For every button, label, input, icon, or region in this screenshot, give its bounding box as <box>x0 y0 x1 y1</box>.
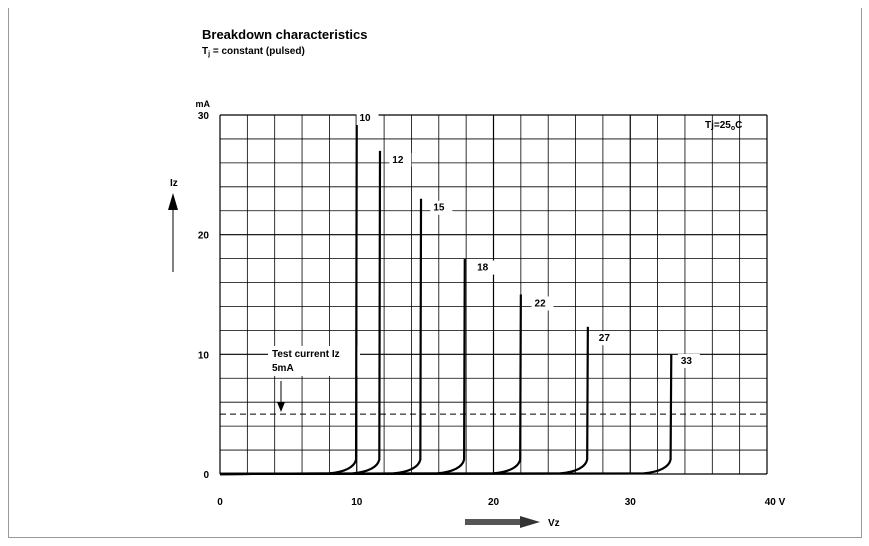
chart-subtitle: Tj = constant (pulsed) <box>202 46 305 58</box>
test-current-arrow-head <box>277 402 285 412</box>
series-label-bg <box>677 353 700 368</box>
x-axis-arrow-head <box>520 516 540 528</box>
y-tick-label: 10 <box>198 350 210 361</box>
series-label-bg <box>474 260 497 275</box>
frame-right-border <box>861 8 862 538</box>
test-current-label: Test current Iz <box>272 349 340 360</box>
series-curve-33 <box>219 354 673 476</box>
y-axis-label: Iz <box>170 178 178 189</box>
y-tick-label: 20 <box>198 231 210 242</box>
condition-label: Tj=25oC <box>705 120 742 132</box>
series-label-bg <box>389 152 412 167</box>
y-unit-label: mA <box>195 99 210 109</box>
frame-bottom-border <box>8 537 861 538</box>
series-label-15: 15 <box>433 203 445 214</box>
test-current-value-label: 5mA <box>272 363 294 374</box>
y-tick-label: 30 <box>198 111 210 122</box>
series-curve-22 <box>219 294 522 476</box>
series-curve-15 <box>219 198 423 476</box>
x-tick-label: 0 <box>217 497 223 508</box>
test-current-label-bg <box>268 346 360 376</box>
series-label-33: 33 <box>681 356 693 367</box>
y-tick-label: 0 <box>203 470 209 481</box>
series-curve-10 <box>219 114 358 476</box>
series-label-18: 18 <box>477 263 489 274</box>
chart-title: Breakdown characteristics <box>202 27 368 42</box>
series-label-10: 10 <box>359 113 371 124</box>
x-tick-label: 30 <box>625 497 637 508</box>
series-label-bg <box>531 296 554 311</box>
series-label-bg <box>595 331 618 346</box>
x-axis-label: Vz <box>548 518 560 529</box>
x-tick-label: 10 <box>351 497 363 508</box>
series-label-bg <box>430 200 453 215</box>
series-label-bg <box>356 110 379 125</box>
x-tick-label: 40 V <box>765 497 786 508</box>
series-label-22: 22 <box>535 298 547 309</box>
x-axis-arrow-shaft <box>465 519 521 525</box>
y-axis-arrow-head <box>168 193 178 210</box>
x-tick-label: 20 <box>488 497 500 508</box>
frame-left-border <box>8 8 9 538</box>
series-label-27: 27 <box>599 333 611 344</box>
series-label-12: 12 <box>392 155 404 166</box>
